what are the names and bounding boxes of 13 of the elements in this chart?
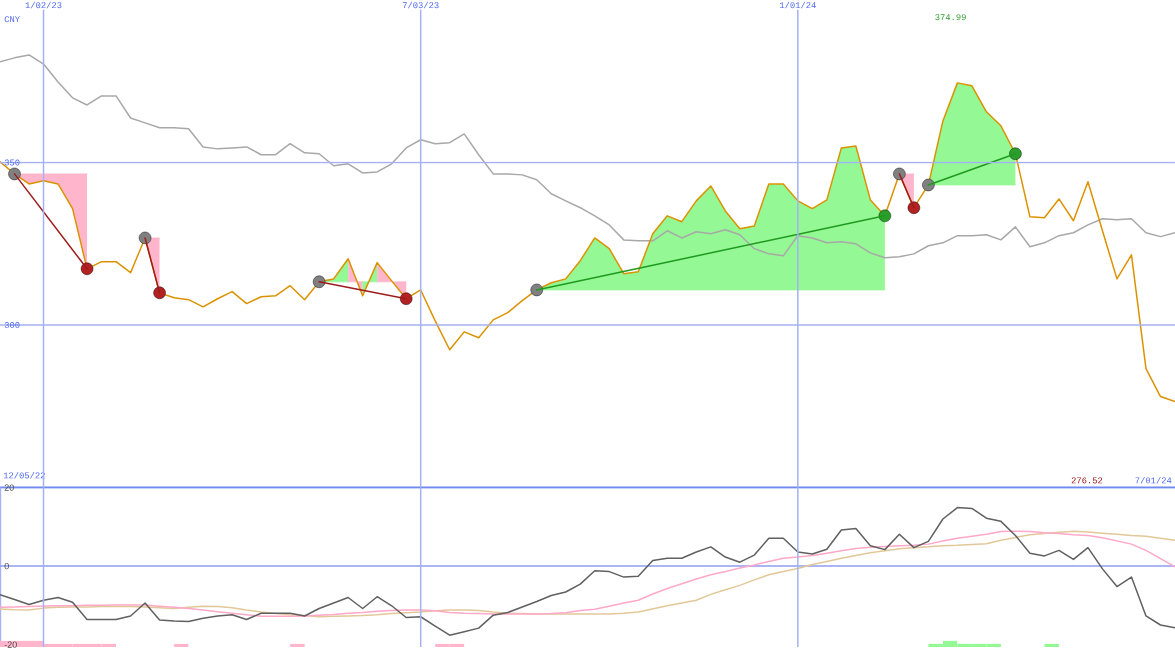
x-tick-label: 1/02/23 xyxy=(25,1,62,9)
y-tick-label: 0 xyxy=(4,562,9,570)
annotation: 374.99 xyxy=(935,14,966,21)
y-tick-label: 20 xyxy=(4,484,14,491)
y-axis-title: CNY xyxy=(4,16,20,23)
y-tick-label: 300 xyxy=(4,322,20,329)
y-tick-label: -20 xyxy=(4,641,17,648)
x-tick-label: 7/03/23 xyxy=(402,1,439,9)
annotation: 7/01/24 xyxy=(1135,476,1172,484)
annotation: 12/05/22 xyxy=(3,471,45,479)
x-tick-label: 1/01/24 xyxy=(780,1,816,9)
y-tick-label: 350 xyxy=(4,159,20,166)
annotation: 276.52 xyxy=(1071,477,1103,484)
